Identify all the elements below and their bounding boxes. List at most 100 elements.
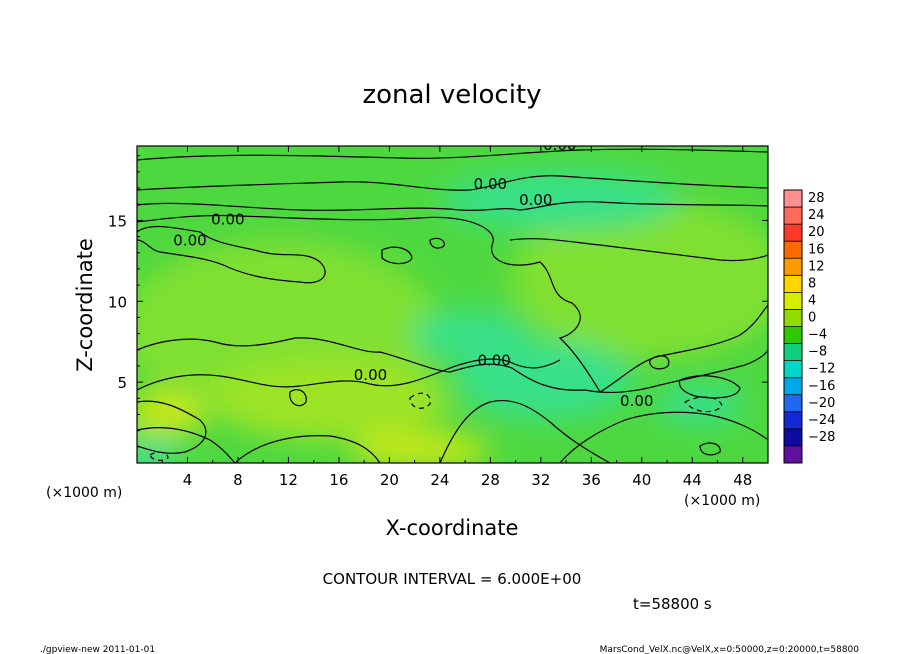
chart-title: zonal velocity bbox=[362, 80, 541, 110]
contour-label: 0.00 bbox=[620, 392, 653, 410]
plot-frame bbox=[136, 145, 769, 464]
colorbar-label: −16 bbox=[808, 379, 835, 394]
contour-line bbox=[137, 427, 236, 463]
colorbar-swatch bbox=[784, 258, 802, 276]
contour-label: 0.00 bbox=[173, 232, 206, 250]
contour-label: 0.00 bbox=[543, 136, 576, 154]
x-tick-label: 20 bbox=[380, 471, 399, 489]
y-tick-label: 15 bbox=[108, 212, 127, 230]
field-blob bbox=[137, 445, 177, 463]
contour-label: 0.00 bbox=[519, 191, 552, 209]
x-tick-label: 48 bbox=[733, 471, 752, 489]
contour-lines bbox=[137, 148, 768, 463]
x-tick-label: 44 bbox=[683, 471, 702, 489]
contour-line bbox=[137, 201, 768, 212]
colorbar-swatch bbox=[784, 207, 802, 225]
contour-labels: 0.00 0.00 0.00 0.00 0.00 0.00 0.00 0.00 bbox=[173, 136, 653, 410]
colorbar-label: 28 bbox=[808, 191, 825, 206]
contour-line bbox=[381, 246, 413, 265]
contour-label: 0.00 bbox=[474, 175, 507, 193]
contour-line bbox=[137, 225, 326, 284]
field-blob bbox=[655, 385, 745, 425]
field-blob bbox=[137, 393, 205, 437]
contour-line bbox=[678, 375, 741, 399]
contour-line bbox=[137, 148, 768, 161]
y-tick-label: 5 bbox=[117, 374, 127, 392]
x-tick-label: 32 bbox=[531, 471, 550, 489]
colorbar-label: 16 bbox=[808, 242, 825, 257]
y-axis: 5 10 15 bbox=[108, 155, 768, 448]
colorbar-swatch bbox=[784, 275, 802, 293]
colorbar-label: −8 bbox=[808, 345, 827, 360]
colorbar-label: 24 bbox=[808, 208, 825, 223]
x-tick-label: 40 bbox=[632, 471, 651, 489]
field-blob bbox=[210, 360, 450, 440]
x-tick-label: 28 bbox=[481, 471, 500, 489]
contour-line bbox=[289, 389, 307, 407]
colorbar: 28 24 20 16 12 8 4 0 −4 −8 −12 −16 −20 −24 −28 bbox=[783, 189, 835, 464]
colorbar-label: −4 bbox=[808, 328, 827, 343]
contour-line bbox=[234, 435, 381, 463]
colorbar-swatch bbox=[784, 360, 802, 379]
contour-line bbox=[559, 411, 768, 463]
colorbar-swatch bbox=[784, 224, 802, 242]
y-axis-title: Z-coordinate bbox=[73, 238, 97, 372]
x-tick-label: 24 bbox=[430, 471, 449, 489]
colorbar-label: −28 bbox=[808, 430, 835, 445]
footer-right: MarsCond_VelX.nc@VelX,x=0:50000,z=0:2000… bbox=[600, 645, 860, 654]
contour-line bbox=[649, 355, 670, 370]
colorbar-swatch bbox=[784, 343, 802, 362]
x-tick-label: 4 bbox=[183, 471, 193, 489]
colorbar-swatch bbox=[784, 309, 802, 327]
contour-label: 0.00 bbox=[477, 351, 510, 369]
colorbar-swatch bbox=[784, 428, 802, 447]
colorbar-swatch bbox=[784, 411, 802, 430]
contour-line bbox=[439, 400, 611, 463]
contour-line bbox=[509, 238, 768, 262]
contour-label: 0.00 bbox=[211, 211, 244, 229]
colorbar-label: 20 bbox=[808, 225, 825, 240]
x-tick-label: 12 bbox=[279, 471, 298, 489]
colorbar-label: −24 bbox=[808, 413, 835, 428]
x-axis-title: X-coordinate bbox=[386, 516, 519, 540]
contour-line bbox=[137, 175, 768, 191]
contour-line bbox=[429, 237, 445, 249]
contour-label: 0.00 bbox=[354, 366, 387, 384]
contour-line bbox=[409, 392, 431, 409]
colorbar-label: 8 bbox=[808, 276, 816, 291]
colorbar-swatch bbox=[784, 292, 802, 310]
contour-line bbox=[137, 337, 768, 394]
field-blobs bbox=[137, 170, 768, 463]
field-blob bbox=[410, 310, 530, 360]
contour-line bbox=[137, 214, 768, 393]
footer-left: ./gpview-new 2011-01-01 bbox=[40, 645, 155, 654]
contour-line bbox=[699, 442, 721, 456]
x-axis-units: (×1000 m) bbox=[684, 493, 760, 509]
colorbar-label: 0 bbox=[808, 311, 816, 326]
colorbar-label: 12 bbox=[808, 259, 825, 274]
x-tick-label: 16 bbox=[329, 471, 348, 489]
contour-interval: CONTOUR INTERVAL = 6.000E+00 bbox=[323, 570, 582, 588]
colorbar-label: −20 bbox=[808, 396, 835, 411]
colorbar-swatch bbox=[784, 394, 802, 413]
field-blob bbox=[510, 200, 768, 360]
plot-area: 0.00 0.00 0.00 0.00 0.00 0.00 0.00 0.00 bbox=[137, 136, 768, 463]
y-tick-label: 10 bbox=[108, 293, 127, 311]
x-tick-label: 36 bbox=[582, 471, 601, 489]
x-axis: 4 8 12 16 20 24 28 32 36 40 44 48 bbox=[161, 146, 752, 489]
x-tick-label: 8 bbox=[233, 471, 243, 489]
y-axis-units: (×1000 m) bbox=[46, 485, 122, 501]
colorbar-swatch bbox=[784, 377, 802, 396]
colorbar-label: 4 bbox=[808, 293, 816, 308]
field-blob bbox=[350, 432, 490, 463]
contour-line bbox=[137, 358, 561, 391]
time-label: t=58800 s bbox=[633, 595, 712, 613]
colorbar-label: −12 bbox=[808, 362, 835, 377]
contour-line bbox=[149, 451, 169, 461]
colorbar-swatch bbox=[784, 326, 802, 345]
field-blob bbox=[440, 170, 680, 230]
colorbar-swatch bbox=[784, 241, 802, 259]
colorbar-swatch bbox=[784, 445, 802, 464]
colorbar-swatch bbox=[784, 190, 802, 208]
